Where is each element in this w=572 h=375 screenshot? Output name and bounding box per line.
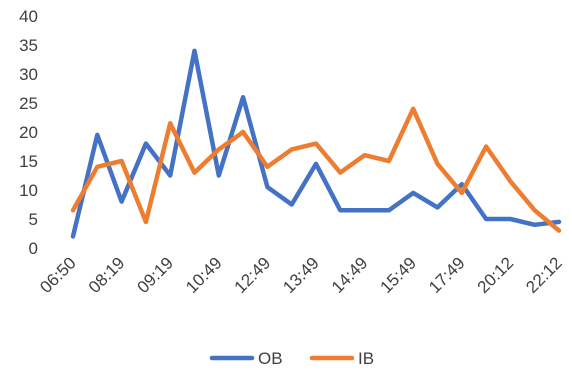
legend-label-ob: OB: [258, 349, 283, 368]
y-tick-label: 35: [19, 36, 38, 55]
y-tick-label: 0: [29, 239, 38, 258]
x-tick-label: 10:49: [182, 253, 226, 297]
y-tick-label: 5: [29, 210, 38, 229]
x-tick-label: 22:12: [522, 253, 566, 297]
x-axis-ticks: 06:50 08:19 09:19 10:49 12:49 13:49 14:49 15:49…: [36, 253, 566, 297]
series-line-ib: [70, 106, 562, 233]
x-tick-label: 13:49: [279, 253, 323, 297]
y-axis-ticks: 0 5 10 15 20 25 30 35 40: [19, 7, 38, 258]
y-tick-label: 25: [19, 94, 38, 113]
series-line-ob: [70, 48, 562, 239]
x-tick-label: 12:49: [231, 253, 275, 297]
legend-label-ib: IB: [358, 349, 374, 368]
x-tick-label: 09:19: [134, 253, 178, 297]
series-lines: [70, 48, 562, 239]
x-tick-label: 06:50: [36, 253, 80, 297]
legend: OB IB: [209, 349, 374, 368]
x-tick-label: 17:49: [425, 253, 469, 297]
y-tick-label: 30: [19, 65, 38, 84]
y-tick-label: 20: [19, 123, 38, 142]
x-tick-label: 15:49: [377, 253, 421, 297]
x-tick-label: 20:12: [474, 253, 518, 297]
x-tick-label: 08:19: [85, 253, 129, 297]
x-tick-label: 14:49: [328, 253, 372, 297]
y-tick-label: 15: [19, 152, 38, 171]
y-tick-label: 10: [19, 181, 38, 200]
y-tick-label: 40: [19, 7, 38, 26]
